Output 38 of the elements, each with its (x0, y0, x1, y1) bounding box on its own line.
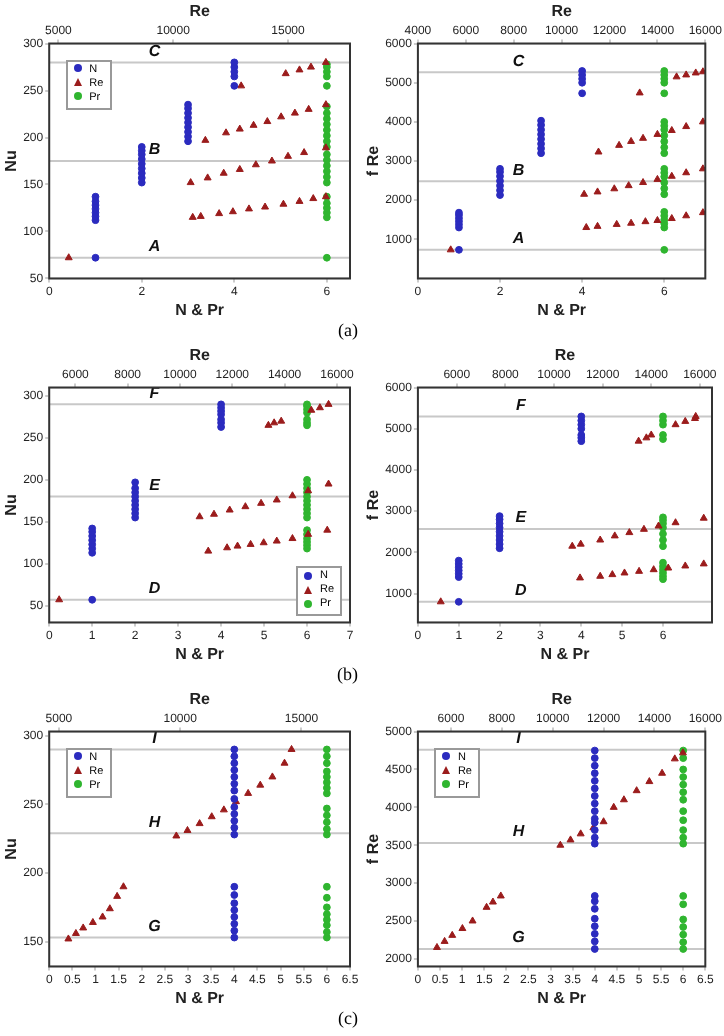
text: (a) (338, 320, 358, 340)
ref-line-label: H (148, 812, 161, 831)
ref-line-label: A (510, 229, 525, 248)
text: (c) (338, 1008, 358, 1028)
text: (b) (337, 664, 358, 684)
x2-axis-title: Re (189, 2, 211, 21)
x-axis-title: N & Pr (537, 300, 587, 319)
x-axis-title: N & Pr (175, 988, 225, 1007)
ref-line-label: I (516, 729, 523, 748)
ref-line-label: H (512, 822, 525, 841)
ref-line-label: G (512, 928, 525, 947)
x-axis-title: N & Pr (175, 300, 225, 319)
y-axis-title: f Re (364, 144, 383, 177)
x2-axis-title: Re (554, 346, 577, 365)
x-axis-title: N & Pr (537, 988, 587, 1007)
ref-line-label: B (148, 140, 161, 159)
y-axis-title: Nu (2, 838, 21, 860)
x2-axis-title: Re (189, 346, 211, 365)
y-axis-title: f Re (364, 832, 383, 865)
ref-line-label: D (148, 579, 161, 598)
ref-line-label: C (512, 51, 525, 70)
ref-line-label: C (148, 41, 161, 60)
x2-axis-title: Re (551, 690, 573, 709)
ref-line-label: E (515, 508, 528, 527)
ref-line-label: F (515, 395, 528, 414)
ref-line-label: E (149, 476, 162, 495)
ref-line-label: I (152, 728, 159, 747)
y-axis-title: Nu (2, 494, 21, 516)
x2-axis-title: Re (189, 690, 211, 709)
ref-line-label: D (515, 581, 528, 600)
ref-line-label: B (512, 160, 525, 179)
y-axis-title: Nu (2, 150, 21, 172)
ref-line-label: G (148, 916, 161, 935)
x-axis-title: N & Pr (540, 644, 590, 663)
x2-axis-title: Re (551, 2, 573, 21)
y-axis-title: f Re (364, 488, 383, 521)
ref-line-label: A (146, 237, 161, 256)
x-axis-title: N & Pr (175, 644, 225, 663)
